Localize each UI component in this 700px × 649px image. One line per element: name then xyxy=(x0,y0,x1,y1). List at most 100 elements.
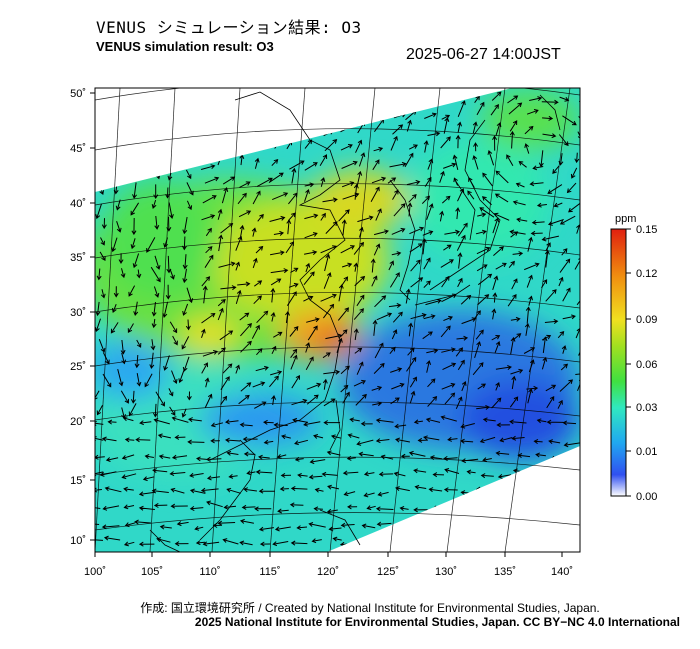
wind-arrow xyxy=(376,521,392,527)
wind-arrow xyxy=(455,134,461,149)
wind-arrow xyxy=(495,170,509,184)
wind-arrow xyxy=(185,169,192,180)
wind-arrow xyxy=(395,437,410,443)
wind-arrow xyxy=(531,219,545,225)
wind-arrow xyxy=(178,369,185,384)
wind-arrow xyxy=(372,401,383,407)
wind-arrow xyxy=(150,266,161,283)
wind-arrow xyxy=(558,508,576,515)
wind-arrow xyxy=(517,486,529,492)
wind-arrow xyxy=(237,122,252,133)
wind-arrow xyxy=(578,344,580,356)
wind-arrow xyxy=(291,398,308,406)
wind-arrow xyxy=(409,390,416,404)
wind-arrow xyxy=(189,488,206,494)
wind-arrow xyxy=(252,381,266,388)
wind-arrow xyxy=(235,235,243,251)
wind-arrow xyxy=(432,472,445,478)
wind-arrow xyxy=(95,390,100,401)
lon-tick-label: 125˚ xyxy=(377,566,399,578)
colorbar-tick-label: 0.15 xyxy=(636,224,657,236)
title-japanese: VENUS シミュレーション結果: O3 xyxy=(96,18,362,37)
wind-arrow xyxy=(492,217,500,234)
wind-arrow xyxy=(388,303,402,308)
wind-arrow xyxy=(323,272,332,289)
wind-arrow xyxy=(285,241,295,254)
wind-arrow xyxy=(184,114,194,127)
wind-arrow xyxy=(202,285,208,304)
wind-arrow xyxy=(116,221,122,233)
wind-arrow xyxy=(495,122,502,137)
wind-arrow xyxy=(220,222,234,234)
wind-arrow xyxy=(477,383,487,390)
wind-arrow xyxy=(519,536,529,542)
wind-arrow xyxy=(185,319,191,331)
wind-arrow xyxy=(376,312,393,321)
wind-arrow xyxy=(235,289,242,305)
wind-arrow xyxy=(100,237,105,246)
wind-arrow xyxy=(408,322,414,337)
wind-arrow xyxy=(373,92,383,103)
wind-arrow xyxy=(408,450,426,457)
wind-arrow xyxy=(359,88,369,100)
wind-arrow xyxy=(545,289,557,302)
wind-arrow xyxy=(186,182,194,196)
wind-arrow xyxy=(322,378,328,390)
wind-arrow xyxy=(287,212,296,222)
wind-arrow xyxy=(322,109,338,116)
wind-arrow xyxy=(240,382,252,392)
wind-arrow xyxy=(138,491,156,497)
wind-arrow xyxy=(566,182,577,194)
wind-arrow xyxy=(426,348,439,354)
wind-arrow xyxy=(134,354,140,369)
wind-arrow xyxy=(101,150,111,163)
wind-arrow xyxy=(360,421,373,427)
colorbar-tick-label: 0.09 xyxy=(636,314,657,326)
wind-arrow xyxy=(113,286,119,298)
wind-arrow xyxy=(494,524,511,530)
wind-arrow xyxy=(373,362,385,374)
wind-arrow xyxy=(466,469,476,475)
wind-arrow xyxy=(101,436,117,442)
wind-arrow xyxy=(242,436,258,442)
wind-arrow xyxy=(353,379,366,387)
wind-arrow xyxy=(544,319,559,324)
wind-arrow xyxy=(457,222,468,237)
wind-arrow xyxy=(422,230,434,236)
wind-arrow xyxy=(263,439,274,445)
wind-arrow xyxy=(408,144,418,150)
wind-arrow xyxy=(423,140,429,153)
wind-arrow xyxy=(235,364,241,374)
wind-arrow xyxy=(202,195,217,204)
wind-arrow xyxy=(511,278,518,290)
wind-arrow xyxy=(378,471,394,477)
wind-arrow xyxy=(220,94,231,101)
wind-arrow xyxy=(306,92,321,100)
wind-arrow xyxy=(255,245,264,254)
wind-arrow xyxy=(413,419,423,425)
wind-arrow xyxy=(289,160,305,170)
wind-arrow xyxy=(305,112,319,118)
wind-arrow xyxy=(124,437,135,443)
wind-arrow xyxy=(270,311,276,322)
wind-arrow xyxy=(96,405,103,416)
wind-arrow xyxy=(308,522,326,528)
wind-arrow xyxy=(171,370,178,385)
wind-arrow xyxy=(115,114,124,127)
wind-arrow xyxy=(204,176,220,184)
wind-arrow xyxy=(102,373,112,388)
wind-arrow xyxy=(204,377,210,388)
wind-arrow xyxy=(457,359,465,371)
wind-arrow xyxy=(547,219,564,226)
wind-arrow xyxy=(270,287,276,303)
wind-arrow xyxy=(268,172,284,184)
wind-arrow xyxy=(290,267,299,273)
wind-arrow xyxy=(201,276,211,287)
wind-arrow xyxy=(421,195,431,204)
wind-arrow xyxy=(182,217,188,235)
wind-arrow xyxy=(291,374,301,389)
wind-arrow xyxy=(210,422,224,428)
wind-arrow xyxy=(337,91,351,100)
wind-arrow xyxy=(427,158,434,170)
wind-arrow xyxy=(117,165,123,178)
